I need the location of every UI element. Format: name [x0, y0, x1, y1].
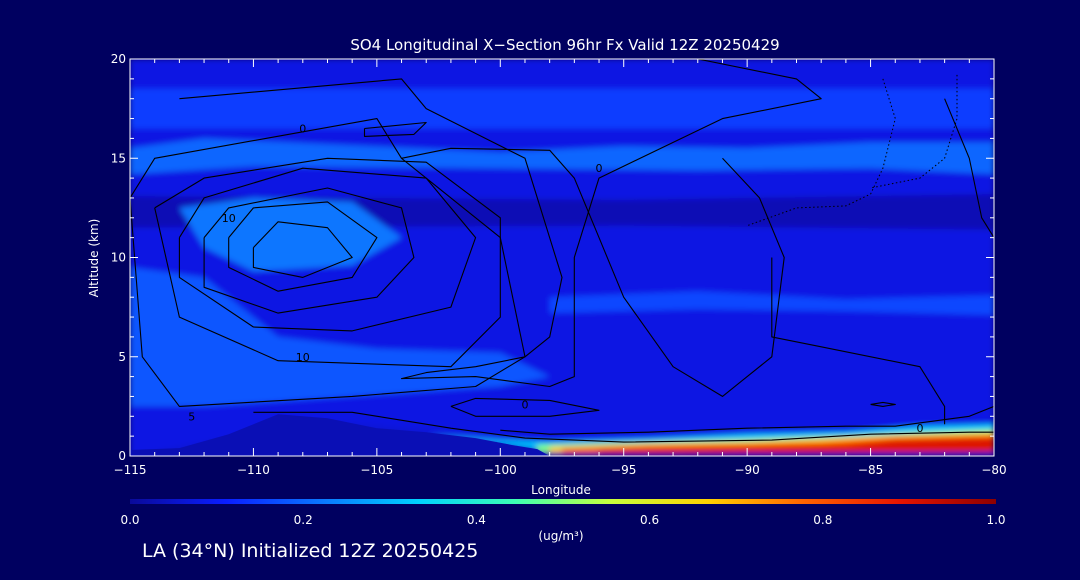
concentration-region-2	[130, 138, 994, 175]
contour-label: 10	[296, 351, 310, 364]
terrain-profile	[130, 414, 550, 456]
contour-label: 10	[222, 212, 236, 225]
contour-label: 5	[188, 410, 195, 423]
colorbar-tick-label: 1.0	[986, 513, 1005, 527]
x-tick-label: −95	[611, 463, 636, 477]
x-tick-label: −80	[981, 463, 1006, 477]
concentration-region-1	[130, 88, 994, 129]
x-tick-label: −110	[237, 463, 270, 477]
x-tick-label: −105	[360, 463, 393, 477]
terrain	[130, 414, 550, 456]
dotted-contour-1	[870, 74, 958, 189]
colorbar-tick-label: 0.0	[120, 513, 139, 527]
x-tick-label: −115	[114, 463, 147, 477]
contour-line-9	[450, 397, 600, 417]
colorbar-tick-label: 0.2	[294, 513, 313, 527]
colorbar-label: (ug/m³)	[538, 529, 583, 543]
x-tick-label: −90	[734, 463, 759, 477]
colorbar-tick-label: 0.4	[467, 513, 486, 527]
y-tick-label: 10	[111, 251, 126, 265]
contour-line-13	[253, 411, 994, 443]
contour-line-4	[154, 157, 501, 368]
contour-lines: 10 10 5 0 0 0 0	[130, 59, 994, 443]
concentration-region-5	[179, 197, 402, 272]
colorbar-tick-label: 0.6	[640, 513, 659, 527]
y-tick-label: 0	[118, 449, 126, 463]
axes: −115 −110 −105 −100 −95 −90 −85 −80 0 5 10 15 20	[111, 52, 1007, 477]
chart-title: SO4 Longitudinal X−Section 96hr Fx Valid…	[350, 36, 779, 54]
contour-line-0	[252, 221, 353, 278]
colorbar-tick-label: 0.8	[813, 513, 832, 527]
x-axis-label: Longitude	[531, 483, 591, 497]
x-tick-label: −100	[484, 463, 517, 477]
concentration-region-4	[130, 267, 550, 407]
contour-line-1	[228, 201, 378, 292]
contour-label: 0	[521, 398, 528, 411]
concentration-field	[130, 59, 994, 456]
contour-line-10	[771, 257, 946, 425]
contour-line-11	[500, 405, 994, 435]
contour-label: 0	[299, 122, 306, 135]
contour-line-12	[870, 401, 896, 407]
contour-line-2	[203, 187, 415, 314]
y-tick-label: 5	[118, 350, 126, 364]
contour-label: 0	[916, 422, 923, 435]
plot-area: 10 10 5 0 0 0 0	[130, 59, 994, 456]
footer-caption: LA (34°N) Initialized 12Z 20250425	[142, 540, 479, 562]
contour-line-6	[179, 59, 822, 388]
dotted-contour-0	[746, 78, 896, 227]
contour-label: 0	[596, 162, 603, 175]
y-tick-label: 20	[111, 52, 126, 66]
contour-line-5	[130, 118, 526, 407]
y-tick-label: 15	[111, 151, 126, 165]
concentration-region-12	[599, 437, 994, 454]
contour-line-8	[363, 121, 427, 137]
contour-line-3	[178, 167, 477, 332]
contour-line-14	[944, 98, 994, 238]
contour-line-7	[401, 147, 785, 397]
colorbar-bar	[130, 499, 996, 504]
x-tick-label: −85	[858, 463, 883, 477]
colorbar: 0.0 0.2 0.4 0.6 0.8 1.0	[120, 499, 1006, 527]
y-axis-label: Altitude (km)	[87, 219, 101, 298]
